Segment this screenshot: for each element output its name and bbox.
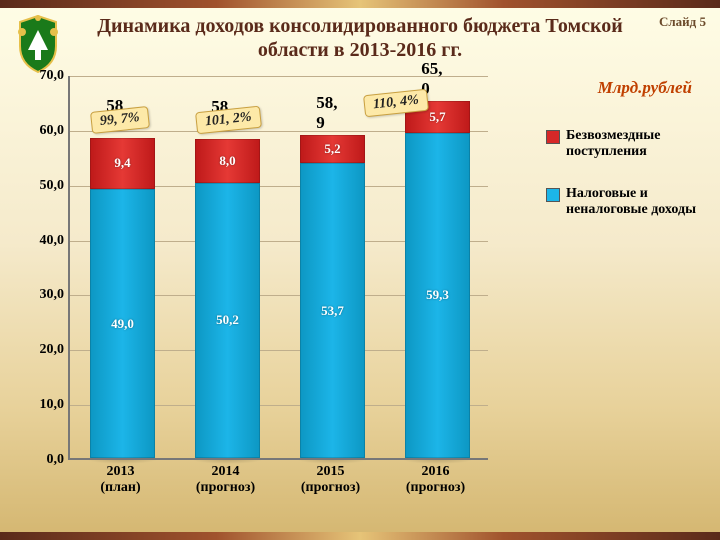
bar-segment-tax: 53,7 — [300, 163, 365, 458]
segment-value-label: 50,2 — [196, 312, 259, 328]
y-axis-tick: 40,0 — [24, 233, 64, 249]
y-axis-tick: 70,0 — [24, 68, 64, 84]
segment-value-label: 5,2 — [301, 141, 364, 157]
percent-callout: 99, 7% — [90, 106, 150, 134]
legend-label-grant: Безвозмездные поступления — [566, 128, 702, 160]
legend-item-grant: Безвозмездные поступления — [546, 128, 702, 160]
plot-area: 49,09,458, 450,28,058, 253,75,258, 959,3… — [68, 76, 488, 460]
bottom-gold-bar — [0, 532, 720, 540]
y-axis-tick: 20,0 — [24, 342, 64, 358]
bar-group: 53,75,258, 9 — [300, 135, 365, 458]
y-axis-tick: 50,0 — [24, 178, 64, 194]
bar-segment-tax: 50,2 — [195, 183, 260, 458]
segment-value-label: 53,7 — [301, 303, 364, 319]
unit-label: Млрд.рублей — [598, 78, 692, 98]
bar-segment-grant: 8,0 — [195, 139, 260, 183]
segment-value-label: 9,4 — [91, 155, 154, 171]
bar-group: 49,09,458, 4 — [90, 138, 155, 458]
x-axis-tick: 2015(прогноз) — [286, 464, 376, 496]
legend-item-tax: Налоговые и неналоговые доходы — [546, 186, 702, 218]
swatch-grant — [546, 130, 560, 144]
x-axis-tick: 2013(план) — [76, 464, 166, 496]
bar-segment-tax: 59,3 — [405, 133, 470, 458]
legend-label-tax: Налоговые и неналоговые доходы — [566, 186, 702, 218]
segment-value-label: 8,0 — [196, 153, 259, 169]
chart: 0,010,020,030,040,050,060,070,0 49,09,45… — [24, 76, 524, 496]
bar-group: 59,35,765, 0 — [405, 101, 470, 458]
bar-group: 50,28,058, 2 — [195, 139, 260, 458]
y-axis-tick: 30,0 — [24, 287, 64, 303]
segment-value-label: 49,0 — [91, 316, 154, 332]
bar-segment-tax: 49,0 — [90, 189, 155, 458]
y-axis-tick: 10,0 — [24, 397, 64, 413]
coat-of-arms-icon — [6, 12, 70, 76]
slide-title: Динамика доходов консолидированного бюдж… — [90, 14, 630, 62]
x-axis-tick: 2014(прогноз) — [181, 464, 271, 496]
swatch-tax — [546, 188, 560, 202]
x-axis-tick: 2016(прогноз) — [391, 464, 481, 496]
bar-total-label: 58, 9 — [316, 93, 349, 133]
bar-segment-grant: 9,4 — [90, 138, 155, 190]
top-gold-bar — [0, 0, 720, 8]
y-axis-tick: 0,0 — [24, 452, 64, 468]
bar-segment-grant: 5,2 — [300, 135, 365, 164]
segment-value-label: 59,3 — [406, 287, 469, 303]
slide-number: Слайд 5 — [659, 14, 706, 30]
legend: Безвозмездные поступления Налоговые и не… — [546, 128, 702, 244]
y-axis-tick: 60,0 — [24, 123, 64, 139]
